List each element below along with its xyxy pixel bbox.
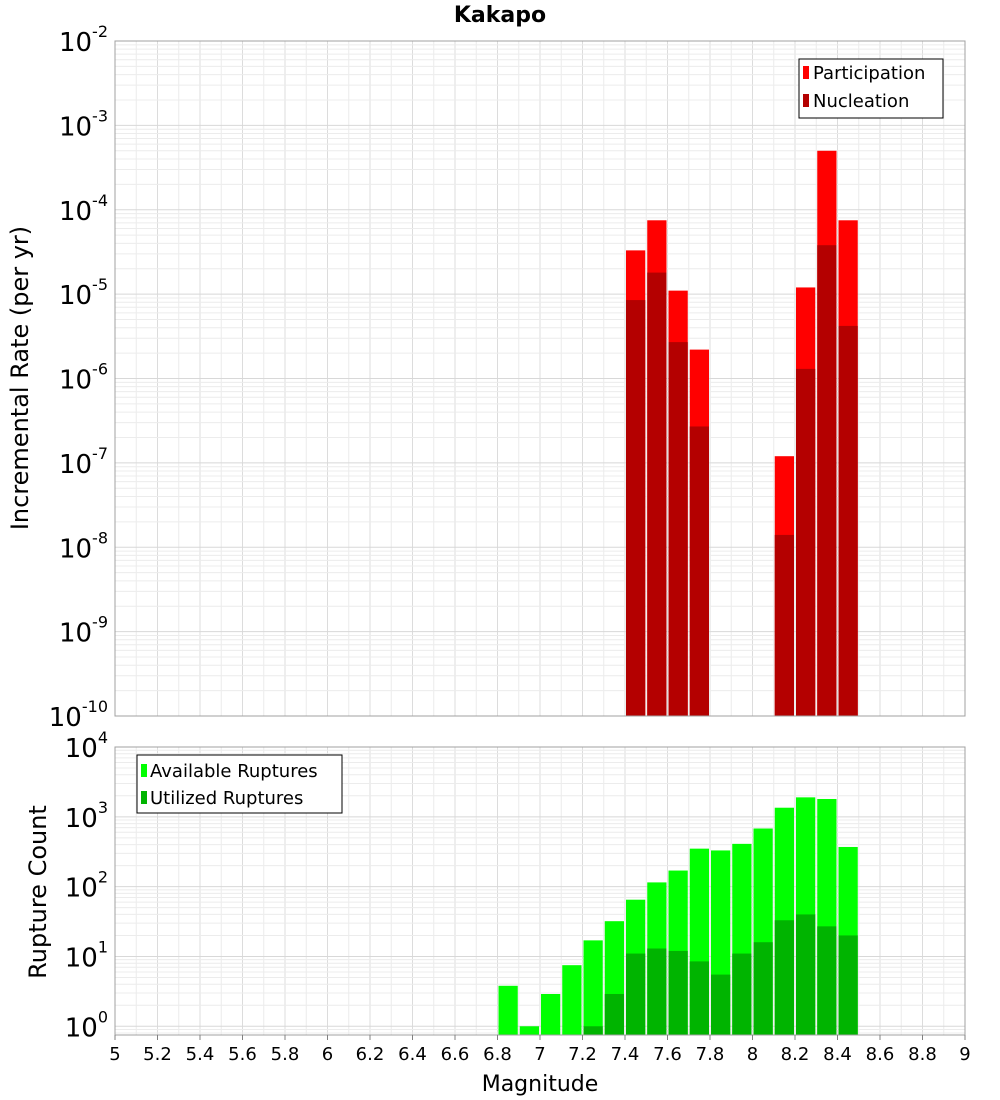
rate-y-tick-label: 10-2: [59, 22, 108, 58]
rate-bar-nucleation: [689, 426, 709, 716]
count-bar-available-ruptures: [498, 985, 518, 1035]
count-y-tick-label: 104: [65, 728, 108, 764]
count-panel: 104 103 102 101 100 5 5.2 5.4 5.6 5.8 6 6.2 6.4 6.6 6…: [24, 728, 971, 1097]
x-tick-label: 8.4: [823, 1044, 852, 1065]
rate-bar-nucleation: [774, 534, 794, 716]
x-tick-label: 7.4: [611, 1044, 640, 1065]
count-y-tick-label: 100: [65, 1007, 108, 1043]
legend-label-participation: Participation: [813, 63, 925, 84]
count-bar-available-ruptures: [583, 940, 603, 1035]
x-tick-label: 7: [534, 1044, 545, 1065]
rate-plot-border: [114, 40, 966, 717]
x-tick-label: 6.4: [398, 1044, 427, 1065]
rate-y-tick-label: 10-4: [59, 191, 108, 227]
count-bar-utilized-ruptures: [753, 942, 773, 1035]
x-tick-label: 6.2: [356, 1044, 385, 1065]
count-bar-utilized-ruptures: [689, 961, 709, 1035]
x-tick-label: 6.6: [441, 1044, 470, 1065]
count-bar-utilized-ruptures: [774, 920, 794, 1035]
rate-y-tick-label: 10-6: [59, 360, 108, 396]
rate-y-tick-label: 10-3: [59, 106, 108, 142]
count-bars: [498, 797, 858, 1035]
x-tick-label: 5.6: [228, 1044, 257, 1065]
count-x-ticks: 5 5.2 5.4 5.6 5.8 6 6.2 6.4 6.6 6.8 7 7.2 7.4 7.6 7.8 8…: [109, 1035, 971, 1065]
count-y-tick-label: 101: [65, 937, 108, 973]
legend-label-available: Available Ruptures: [150, 761, 318, 782]
count-legend: Available Ruptures Utilized Ruptures: [136, 754, 343, 814]
rate-y-tick-label: 10-8: [59, 528, 108, 564]
x-tick-label: 8.2: [781, 1044, 810, 1065]
x-tick-label: 5.4: [186, 1044, 215, 1065]
x-tick-label: 5.8: [271, 1044, 300, 1065]
rate-legend-box: [798, 58, 944, 119]
rate-y-tick-label: 10-9: [59, 613, 108, 649]
rate-y-tick-label: 10-7: [59, 444, 108, 480]
count-bar-available-ruptures: [541, 993, 561, 1035]
x-tick-label: 8.8: [908, 1044, 937, 1065]
rate-y-axis-label: Incremental Rate (per yr): [6, 226, 34, 530]
count-bar-utilized-ruptures: [604, 993, 624, 1035]
rate-bar-nucleation: [647, 272, 667, 716]
legend-swatch-nucleation: [803, 94, 809, 107]
count-bar-utilized-ruptures: [817, 926, 837, 1035]
rate-y-tick-label: 10-5: [59, 275, 108, 311]
rate-bar-nucleation: [626, 300, 646, 716]
rate-panel: 10-2 10-3 10-4 10-5 10-6 10-7 10-8 10-9 10-10 In…: [6, 22, 966, 733]
count-legend-box: [136, 754, 343, 814]
chart-title: Kakapo: [454, 3, 546, 28]
count-y-axis-label: Rupture Count: [24, 805, 52, 979]
count-y-ticks: 104 103 102 101 100: [65, 728, 108, 1043]
rate-bar-nucleation: [796, 368, 816, 716]
rate-bar-nucleation: [838, 325, 858, 716]
count-bar-utilized-ruptures: [796, 914, 816, 1035]
x-tick-label: 9: [959, 1044, 970, 1065]
legend-swatch-available: [141, 764, 147, 777]
x-axis-label: Magnitude: [482, 1072, 599, 1097]
legend-label-nucleation: Nucleation: [813, 91, 909, 112]
x-tick-label: 5.2: [143, 1044, 172, 1065]
x-tick-label: 7.8: [696, 1044, 725, 1065]
count-bar-utilized-ruptures: [647, 948, 667, 1035]
rate-legend: Participation Nucleation: [798, 58, 944, 119]
rate-y-tick-label: 10-10: [49, 697, 108, 733]
x-tick-label: 8: [747, 1044, 758, 1065]
count-bar-available-ruptures: [519, 1026, 539, 1035]
count-bar-utilized-ruptures: [668, 950, 688, 1035]
x-tick-label: 8.6: [866, 1044, 895, 1065]
x-tick-label: 7.6: [653, 1044, 682, 1065]
rate-bar-nucleation: [668, 342, 688, 716]
count-bar-utilized-ruptures: [838, 935, 858, 1035]
count-bar-utilized-ruptures: [732, 953, 752, 1035]
x-tick-label: 7.2: [568, 1044, 597, 1065]
count-bar-utilized-ruptures: [711, 974, 731, 1035]
x-tick-label: 6.8: [483, 1044, 512, 1065]
legend-swatch-participation: [803, 66, 809, 79]
x-tick-label: 5: [109, 1044, 120, 1065]
x-tick-label: 6: [322, 1044, 333, 1065]
count-bar-utilized-ruptures: [583, 1026, 603, 1035]
count-y-tick-label: 102: [65, 868, 108, 904]
rate-bar-nucleation: [817, 245, 837, 717]
legend-label-utilized: Utilized Ruptures: [150, 788, 303, 809]
count-y-tick-label: 103: [65, 798, 108, 834]
count-bar-available-ruptures: [562, 965, 582, 1035]
rate-grid: [114, 41, 966, 717]
legend-swatch-utilized: [141, 791, 147, 804]
rate-bars: [626, 150, 858, 717]
rate-y-ticks: 10-2 10-3 10-4 10-5 10-6 10-7 10-8 10-9 10-10: [49, 22, 108, 733]
count-bar-utilized-ruptures: [626, 953, 646, 1035]
